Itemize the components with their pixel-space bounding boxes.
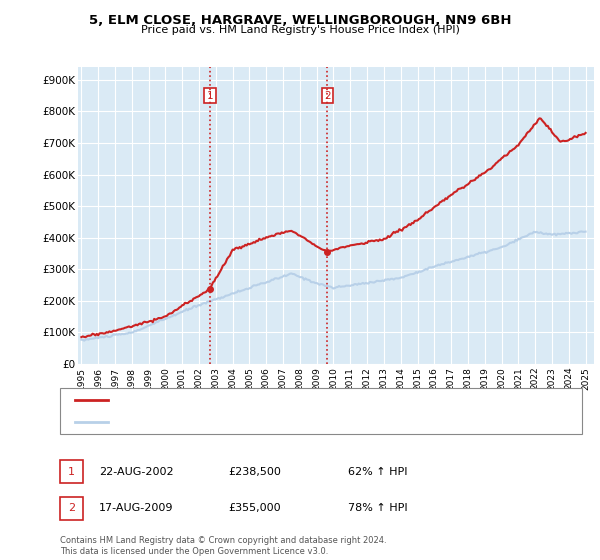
Text: 1: 1 xyxy=(206,91,213,101)
Text: 62% ↑ HPI: 62% ↑ HPI xyxy=(348,466,407,477)
Text: Price paid vs. HM Land Registry's House Price Index (HPI): Price paid vs. HM Land Registry's House … xyxy=(140,25,460,35)
Text: 5, ELM CLOSE, HARGRAVE, WELLINGBOROUGH, NN9 6BH (detached house): 5, ELM CLOSE, HARGRAVE, WELLINGBOROUGH, … xyxy=(114,396,470,405)
Text: 1: 1 xyxy=(68,466,75,477)
Text: 2: 2 xyxy=(324,91,331,101)
Text: £355,000: £355,000 xyxy=(228,503,281,514)
Text: HPI: Average price, detached house, North Northamptonshire: HPI: Average price, detached house, Nort… xyxy=(114,417,406,426)
Text: Contains HM Land Registry data © Crown copyright and database right 2024.
This d: Contains HM Land Registry data © Crown c… xyxy=(60,536,386,556)
Text: 78% ↑ HPI: 78% ↑ HPI xyxy=(348,503,407,514)
Text: 2: 2 xyxy=(68,503,75,514)
Text: 17-AUG-2009: 17-AUG-2009 xyxy=(99,503,173,514)
Text: 22-AUG-2002: 22-AUG-2002 xyxy=(99,466,173,477)
Text: £238,500: £238,500 xyxy=(228,466,281,477)
Text: 5, ELM CLOSE, HARGRAVE, WELLINGBOROUGH, NN9 6BH: 5, ELM CLOSE, HARGRAVE, WELLINGBOROUGH, … xyxy=(89,14,511,27)
